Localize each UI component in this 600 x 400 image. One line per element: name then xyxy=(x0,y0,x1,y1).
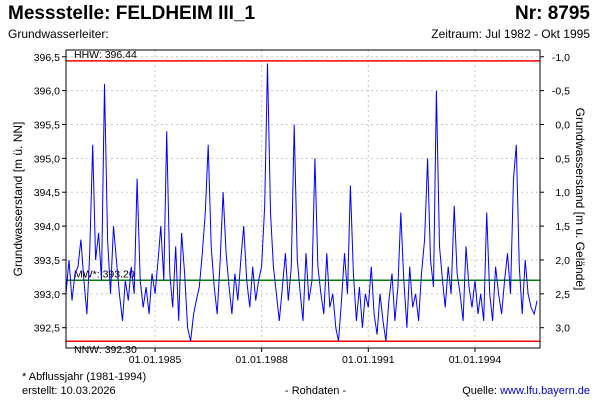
x-tick-label: 01.01.1988 xyxy=(235,354,288,366)
left-tick-label: 392,5 xyxy=(34,323,60,335)
left-tick-label: 394,0 xyxy=(34,221,60,233)
hhw-label: HHW: 396.44 xyxy=(74,49,137,61)
right-tick-label: 2,5 xyxy=(555,289,570,301)
right-axis: -1,0 -0,5 0,0 0,5 1,0 1,5 2,0 2,5 3,0 xyxy=(540,52,570,335)
raw-data-label: - Rohdaten - xyxy=(285,385,347,397)
source-label: Quelle: xyxy=(462,385,498,397)
left-tick-label: 394,5 xyxy=(34,187,60,199)
created-date: erstellt: 10.03.2026 xyxy=(22,385,116,397)
x-axis: 01.01.1985 01.01.1988 01.01.1991 01.01.1994 xyxy=(129,348,502,366)
x-tick-label: 01.01.1985 xyxy=(129,354,182,366)
left-tick-label: 393,5 xyxy=(34,255,60,267)
period-label: Zeitraum: Jul 1982 - Okt 1995 xyxy=(431,27,590,41)
station-title: Messstelle: FELDHEIM III_1 xyxy=(8,3,256,24)
right-tick-label: 1,5 xyxy=(555,221,570,233)
grid-lines xyxy=(66,50,540,348)
source: Quelle: www.lfu.bayern.de xyxy=(462,385,590,397)
station-number: Nr: 8795 xyxy=(515,3,590,24)
footnote: * Abflussjahr (1981-1994) xyxy=(22,371,147,383)
nnw-label: NNW: 392.30 xyxy=(74,344,137,356)
left-tick-label: 395,5 xyxy=(34,120,60,132)
x-tick-label: 01.01.1991 xyxy=(342,354,395,366)
right-tick-label: 0,5 xyxy=(555,153,570,165)
right-tick-label: -1,0 xyxy=(552,52,570,64)
y-axis-title-right: Grundwasserstand [m u. Gelände] xyxy=(573,108,587,291)
right-tick-label: -0,5 xyxy=(552,86,570,98)
plot-frame xyxy=(65,49,541,349)
right-tick-label: 2,0 xyxy=(555,255,570,267)
left-tick-label: 395,0 xyxy=(34,153,60,165)
left-tick-label: 396,0 xyxy=(34,86,60,98)
right-tick-label: 0,0 xyxy=(555,120,570,132)
right-tick-label: 1,0 xyxy=(555,187,570,199)
plot-background xyxy=(66,50,540,348)
left-tick-label: 396,5 xyxy=(34,52,60,64)
source-link[interactable]: www.lfu.bayern.de xyxy=(500,385,590,397)
left-axis: 396,5 396,0 395,5 395,0 394,5 394,0 393,5 393,0… xyxy=(34,52,66,335)
series-line xyxy=(65,63,538,342)
x-tick-label: 01.01.1994 xyxy=(449,354,502,366)
left-tick-label: 393,0 xyxy=(34,289,60,301)
aquifer-label: Grundwasserleiter: xyxy=(8,27,109,41)
y-axis-title: Grundwasserstand [m ü. NN] xyxy=(11,122,25,277)
right-tick-label: 3,0 xyxy=(555,323,570,335)
